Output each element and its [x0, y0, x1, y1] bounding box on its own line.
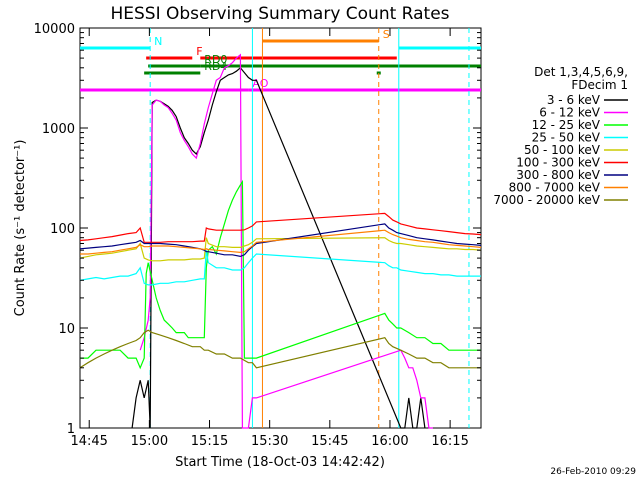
series-line [79, 250, 481, 286]
flag-label: AO [252, 77, 268, 90]
legend-label: 12 - 25 keV [532, 118, 601, 132]
x-tick-label: 16:15 [431, 434, 468, 449]
y-tick-label: 10000 [34, 22, 75, 37]
y-axis-label: Count Rate (s⁻¹ detector⁻¹) [13, 140, 28, 317]
x-axis-label: Start Time (18-Oct-03 14:42:42) [175, 455, 385, 470]
flag-label: N [154, 35, 162, 48]
x-tick-label: 15:30 [251, 434, 288, 449]
legend-label: 300 - 800 keV [516, 168, 600, 182]
legend-label: 100 - 300 keV [516, 156, 600, 170]
series-line [80, 229, 482, 255]
x-tick-label: 15:45 [311, 434, 348, 449]
series-line [139, 53, 433, 429]
chart-title: HESSI Observing Summary Count Rates [110, 4, 449, 24]
y-tick-label: 100 [50, 222, 75, 237]
y-tick-label: 1 [67, 422, 75, 437]
legend-subheader: FDecim 1 [571, 78, 628, 92]
footer-date: 26-Feb-2010 09:29 [550, 467, 636, 477]
legend-label: 50 - 100 keV [524, 143, 601, 157]
x-tick-label: 14:45 [70, 434, 107, 449]
x-tick-label: 15:15 [191, 434, 228, 449]
series-line [131, 66, 426, 429]
flag-label: RD4 [204, 60, 227, 73]
y-tick-label: 1000 [42, 122, 75, 137]
series-line [80, 179, 481, 370]
series-line [79, 212, 482, 243]
axes: 14:45 15:00 15:15 15:30 15:45 16:00 16:15 1 10 10… [34, 22, 481, 449]
y-tick-label: 10 [58, 322, 75, 337]
legend-label: 3 - 6 keV [547, 93, 601, 107]
series-line [79, 329, 481, 369]
series-line [79, 223, 482, 258]
x-tick-label: 15:00 [131, 434, 168, 449]
flag-label: RD0 [204, 53, 227, 66]
legend-label: 800 - 7000 keV [509, 181, 601, 195]
flag-label: S [383, 28, 390, 41]
legend-label: 25 - 50 keV [532, 131, 601, 145]
x-tick-label: 16:00 [371, 434, 408, 449]
legend-label: 7000 - 20000 keV [493, 193, 600, 207]
legend-header: Det 1,3,4,5,6,9, [534, 65, 628, 79]
legend-label: 6 - 12 keV [539, 106, 601, 120]
flag-label: F [196, 45, 202, 58]
data-series [79, 53, 482, 429]
series-line [79, 237, 482, 262]
